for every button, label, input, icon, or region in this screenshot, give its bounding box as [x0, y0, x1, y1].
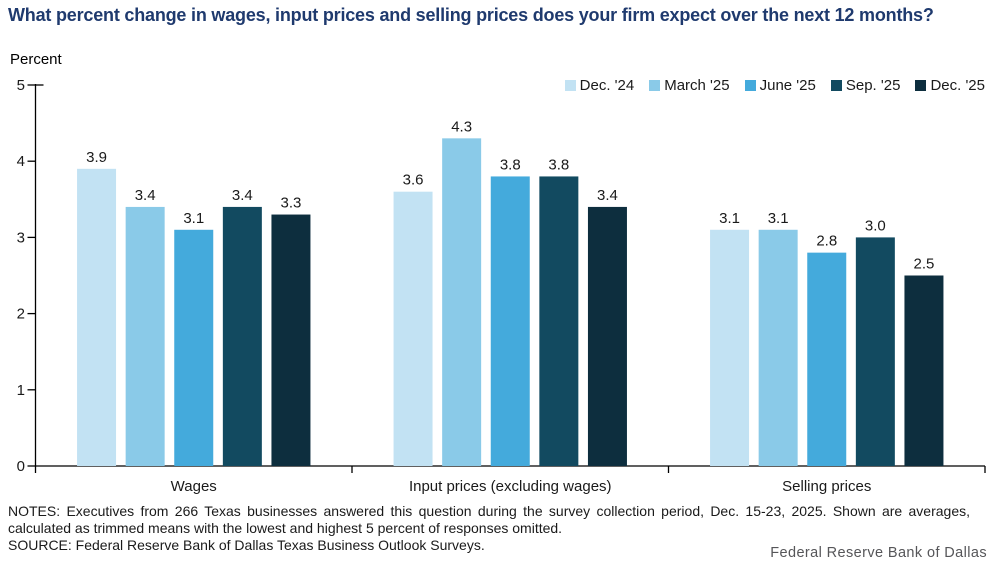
bar [539, 176, 579, 466]
legend-label: Sep. '25 [845, 77, 901, 94]
legend-swatch-icon [649, 80, 661, 91]
bar-value-label: 3.4 [597, 187, 618, 204]
bar-value-label: 3.6 [403, 172, 424, 189]
footer-brand: Federal Reserve Bank of Dallas [770, 545, 987, 561]
bar [904, 275, 944, 466]
legend-item: Dec. '24 [564, 77, 635, 94]
chart-title: What percent change in wages, input pric… [8, 5, 934, 25]
bar [125, 206, 165, 467]
legend-swatch-icon [564, 80, 576, 91]
bar [271, 214, 311, 466]
bar [490, 176, 530, 466]
bar [174, 229, 214, 466]
bar-value-label: 4.3 [451, 118, 472, 135]
bar-value-label: 3.0 [865, 217, 886, 234]
y-tick-label: 1 [17, 382, 25, 399]
legend-item: Dec. '25 [915, 77, 985, 94]
legend-swatch-icon [744, 80, 756, 91]
legend-item: Sep. '25 [830, 77, 901, 94]
bar-value-label: 3.8 [548, 156, 569, 173]
x-category-label: Selling prices [782, 478, 871, 495]
y-tick-label: 3 [17, 229, 25, 246]
bar-value-label: 3.1 [768, 210, 789, 227]
bar-chart: 0 1 2 3 4 5 3.9 3.4 3.1 3.4 3.3 Wages 3.6 4.3 3.8 3.8 3.… [17, 77, 986, 495]
bar-value-label: 3.1 [719, 210, 740, 227]
bar [393, 191, 433, 466]
bar [77, 168, 117, 466]
bar [710, 229, 750, 466]
bar-value-label: 3.9 [86, 149, 107, 166]
legend-label: June '25 [759, 77, 816, 94]
legend-swatch-icon [830, 80, 842, 91]
bar-value-label: 3.1 [183, 210, 204, 227]
bar-value-label: 3.4 [135, 187, 156, 204]
legend-item: March '25 [649, 77, 730, 94]
y-tick-label: 0 [17, 458, 25, 475]
legend: Dec. '24 March '25 June '25 Sep. '25 Dec. '2… [564, 77, 985, 94]
bar [855, 237, 895, 466]
y-tick-label: 5 [17, 77, 25, 94]
bar-value-label: 2.5 [914, 256, 935, 273]
bar [222, 206, 262, 467]
legend-label: March '25 [664, 77, 730, 94]
bar-value-label: 3.4 [232, 187, 253, 204]
notes-text: NOTES: Executives from 266 Texas busines… [8, 503, 970, 536]
bar-value-label: 3.3 [281, 195, 302, 212]
bar [758, 229, 798, 466]
y-tick-label: 2 [17, 306, 25, 323]
x-category-label: Input prices (excluding wages) [409, 478, 612, 495]
source-text: SOURCE: Federal Reserve Bank of Dallas T… [8, 537, 485, 553]
y-axis-title: Percent [10, 51, 62, 68]
bar [587, 206, 627, 467]
bar-value-label: 3.8 [500, 156, 521, 173]
legend-swatch-icon [915, 80, 927, 91]
x-category-label: Wages [171, 478, 217, 495]
legend-label: Dec. '24 [579, 77, 635, 94]
legend-item: June '25 [744, 77, 816, 94]
bar-value-label: 2.8 [816, 233, 837, 250]
y-tick-label: 4 [17, 153, 25, 170]
bar [807, 252, 847, 466]
legend-label: Dec. '25 [930, 77, 985, 94]
bar [442, 138, 482, 466]
